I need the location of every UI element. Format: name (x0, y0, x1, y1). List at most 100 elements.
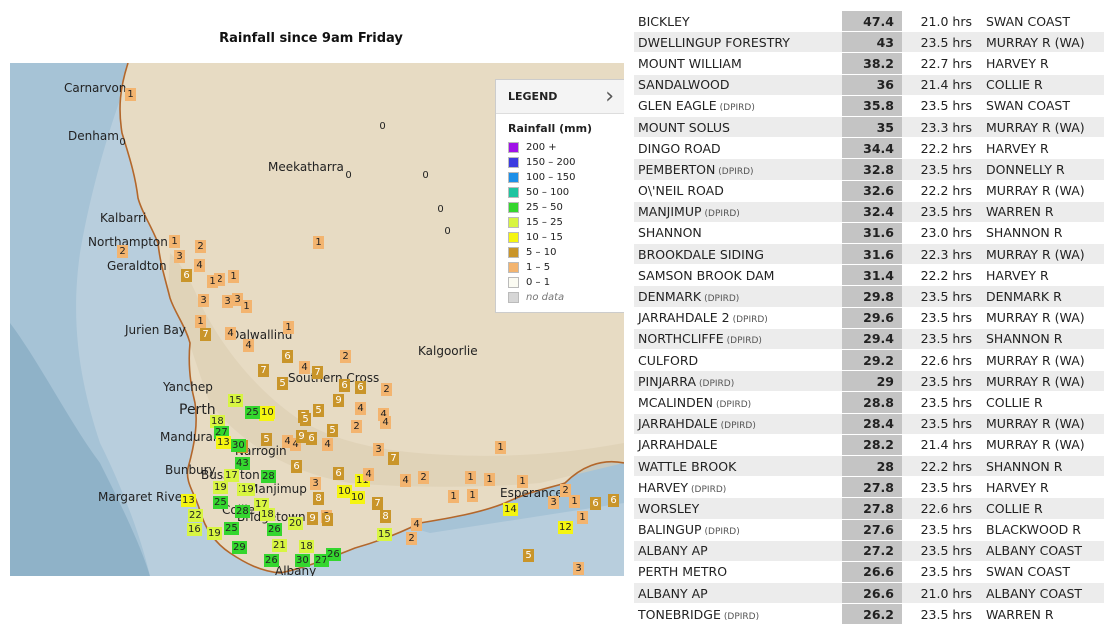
rainfall-marker[interactable]: 5 (261, 433, 272, 446)
table-row[interactable]: JARRAHDALE 28.2 21.4 hrs MURRAY R (WA) (634, 434, 1104, 456)
table-row[interactable]: WATTLE BROOK 28 22.2 hrs SHANNON R (634, 455, 1104, 478)
rainfall-marker[interactable]: 26 (267, 523, 282, 536)
rainfall-marker[interactable]: 3 (310, 477, 321, 490)
table-row[interactable]: SANDALWOOD 36 21.4 hrs COLLIE R (634, 74, 1104, 96)
rainfall-marker[interactable]: 10 (260, 406, 275, 419)
rainfall-marker[interactable]: 1 (169, 235, 180, 248)
rainfall-marker[interactable]: 1 (125, 88, 136, 101)
table-row[interactable]: BALINGUP (DPIRD) 27.6 23.5 hrs BLACKWOOD R (634, 519, 1104, 541)
rainfall-marker[interactable]: 3 (373, 443, 384, 456)
rainfall-marker[interactable]: 1 (467, 489, 478, 502)
table-row[interactable]: MOUNT WILLIAM 38.2 22.7 hrs HARVEY R (634, 52, 1104, 75)
table-row[interactable]: BROOKDALE SIDING 31.6 22.3 hrs MURRAY R (WA… (634, 243, 1104, 266)
rainfall-marker[interactable]: 9 (322, 513, 333, 526)
rainfall-marker[interactable]: 6 (339, 379, 350, 392)
table-row[interactable]: NORTHCLIFFE (DPIRD) 29.4 23.5 hrs SHANNON R (634, 328, 1104, 351)
rainfall-marker[interactable]: 25 (245, 406, 260, 419)
rainfall-marker[interactable]: 27 (214, 426, 229, 439)
rainfall-marker[interactable]: 30 (231, 439, 246, 452)
rainfall-marker[interactable]: 8 (380, 510, 391, 523)
rainfall-marker[interactable]: 1 (228, 270, 239, 283)
table-row[interactable]: CULFORD 29.2 22.6 hrs MURRAY R (WA) (634, 349, 1104, 372)
rainfall-marker[interactable]: 3 (222, 295, 233, 308)
rainfall-marker[interactable]: 7 (388, 452, 399, 465)
rainfall-marker[interactable]: 0 (437, 204, 444, 215)
rainfall-marker[interactable]: 4 (400, 474, 411, 487)
table-row[interactable]: GLEN EAGLE (DPIRD) 35.8 23.5 hrs SWAN COAST (634, 95, 1104, 117)
rainfall-marker[interactable]: 18 (260, 508, 275, 521)
rainfall-marker[interactable]: 3 (198, 294, 209, 307)
rainfall-marker[interactable]: 12 (558, 521, 573, 534)
rainfall-marker[interactable]: 1 (448, 490, 459, 503)
table-row[interactable]: PINJARRA (DPIRD) 29 23.5 hrs MURRAY R (WA) (634, 370, 1104, 393)
rainfall-marker[interactable]: 26 (326, 548, 341, 561)
rainfall-marker[interactable]: 1 (283, 321, 294, 334)
rainfall-marker[interactable]: 5 (300, 413, 311, 426)
rainfall-marker[interactable]: 6 (181, 269, 192, 282)
rainfall-marker[interactable]: 22 (188, 509, 203, 522)
table-row[interactable]: JARRAHDALE (DPIRD) 28.4 23.5 hrs MURRAY R (W… (634, 413, 1104, 435)
rainfall-marker[interactable]: 28 (235, 505, 250, 518)
rainfall-marker[interactable]: 17 (254, 498, 269, 511)
rainfall-marker[interactable]: 0 (119, 137, 126, 148)
rainfall-marker[interactable]: 30 (295, 554, 310, 567)
rainfall-marker[interactable]: 8 (313, 492, 324, 505)
rainfall-marker[interactable]: 18 (299, 540, 314, 553)
rainfall-marker[interactable]: 4 (355, 402, 366, 415)
rainfall-marker[interactable]: 1 (517, 475, 528, 488)
chevron-right-icon[interactable]: › (605, 83, 614, 109)
rainfall-marker[interactable]: 43 (235, 457, 250, 470)
rainfall-marker[interactable]: 4 (225, 327, 236, 340)
rainfall-marker[interactable]: 14 (503, 503, 518, 516)
rainfall-marker[interactable]: 9 (333, 394, 344, 407)
rainfall-marker[interactable]: 4 (380, 416, 391, 429)
rainfall-marker[interactable]: 6 (282, 350, 293, 363)
rainfall-marker[interactable]: 4 (411, 518, 422, 531)
rainfall-marker[interactable]: 1 (207, 275, 218, 288)
table-row[interactable]: JARRAHDALE 2 (DPIRD) 29.6 23.5 hrs MURRAY R … (634, 307, 1104, 329)
rainfall-marker[interactable]: 21 (272, 539, 287, 552)
rainfall-marker[interactable]: 1 (484, 473, 495, 486)
rainfall-marker[interactable]: 19 (207, 527, 222, 540)
table-row[interactable]: DINGO ROAD 34.4 22.2 hrs HARVEY R (634, 137, 1104, 160)
rainfall-marker[interactable]: 6 (333, 467, 344, 480)
rainfall-marker[interactable]: 25 (213, 496, 228, 509)
table-row[interactable]: PEMBERTON (DPIRD) 32.8 23.5 hrs DONNELLY R (634, 158, 1104, 181)
rainfall-marker[interactable]: 5 (313, 404, 324, 417)
rainfall-marker[interactable]: 4 (322, 438, 333, 451)
rainfall-marker[interactable]: 9 (296, 430, 307, 443)
rainfall-marker[interactable]: 4 (378, 408, 389, 421)
table-row[interactable]: O\'NEIL ROAD 32.6 22.2 hrs MURRAY R (WA) (634, 180, 1104, 202)
table-row[interactable]: MOUNT SOLUS 35 23.3 hrs MURRAY R (WA) (634, 116, 1104, 139)
rainfall-marker[interactable]: 5 (523, 549, 534, 562)
table-row[interactable]: ALBANY AP 26.6 21.0 hrs ALBANY COAST (634, 582, 1104, 605)
rainfall-marker[interactable]: 7 (312, 366, 323, 379)
rainfall-marker[interactable]: 19 (240, 483, 255, 496)
table-row[interactable]: PERTH METRO 26.6 23.5 hrs SWAN COAST (634, 561, 1104, 584)
rainfall-marker[interactable]: 2 (381, 383, 392, 396)
rainfall-marker[interactable]: 0 (379, 121, 386, 132)
rainfall-marker[interactable]: 6 (590, 497, 601, 510)
rainfall-marker[interactable]: 4 (282, 435, 293, 448)
rainfall-marker[interactable]: 6 (608, 494, 619, 507)
rainfall-marker[interactable]: 10 (337, 485, 352, 498)
rainfall-marker[interactable]: 17 (224, 469, 239, 482)
table-row[interactable]: ALBANY AP 27.2 23.5 hrs ALBANY COAST (634, 540, 1104, 562)
rainfall-marker[interactable]: 29 (232, 541, 247, 554)
rainfall-marker[interactable]: 2 (214, 273, 225, 286)
table-row[interactable]: MCALINDEN (DPIRD) 28.8 23.5 hrs COLLIE R (634, 391, 1104, 414)
rainfall-marker[interactable]: 4 (243, 339, 254, 352)
rainfall-marker[interactable]: 4 (194, 259, 205, 272)
rainfall-marker[interactable]: 3 (232, 293, 243, 306)
rainfall-marker[interactable]: 1 (195, 315, 206, 328)
rainfall-marker[interactable]: 28 (261, 470, 276, 483)
rainfall-marker[interactable]: 5 (277, 377, 288, 390)
rainfall-marker[interactable]: 1 (569, 495, 580, 508)
rainfall-marker[interactable]: 1 (241, 300, 252, 313)
rainfall-marker[interactable]: 3 (174, 250, 185, 263)
table-row[interactable]: SAMSON BROOK DAM 31.4 22.2 hrs HARVEY R (634, 264, 1104, 287)
table-row[interactable]: TONEBRIDGE (DPIRD) 26.2 23.5 hrs WARREN R (634, 603, 1104, 625)
rainfall-marker[interactable]: 0 (422, 170, 429, 181)
rainfall-marker[interactable]: 2 (418, 471, 429, 484)
rainfall-marker[interactable]: 4 (363, 468, 374, 481)
